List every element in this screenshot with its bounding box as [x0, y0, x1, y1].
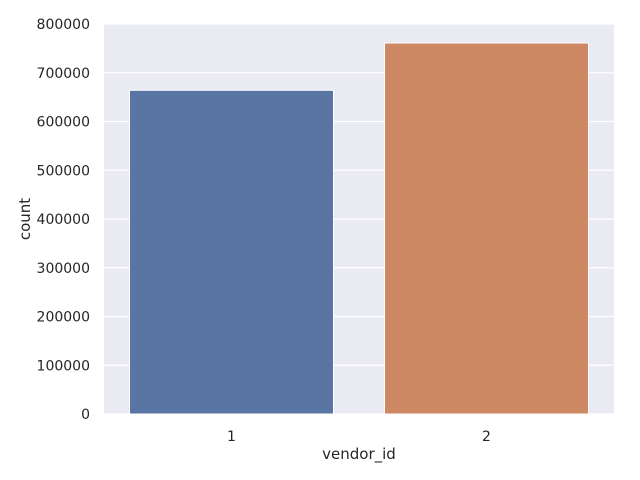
- y-tick-label: 0: [81, 407, 90, 423]
- bar-2: [384, 42, 589, 415]
- y-tick-label: 400000: [37, 212, 90, 228]
- y-tick-label: 100000: [37, 358, 90, 374]
- y-tick-label: 500000: [37, 163, 90, 179]
- y-tick-label: 300000: [37, 261, 90, 277]
- x-tick-label: 2: [482, 429, 491, 445]
- y-tick-label: 700000: [37, 66, 90, 82]
- x-axis-label: vendor_id: [322, 445, 396, 464]
- y-axis-label: count: [16, 198, 34, 240]
- y-tick-label: 800000: [37, 17, 90, 33]
- y-tick-label: 600000: [37, 115, 90, 131]
- y-tick-labels: 0 100000 200000 300000 400000 500000 600000 700…: [37, 17, 90, 423]
- y-tick-label: 200000: [37, 310, 90, 326]
- bars: [129, 42, 589, 415]
- bar-1: [129, 89, 334, 415]
- x-tick-label: 1: [227, 429, 236, 445]
